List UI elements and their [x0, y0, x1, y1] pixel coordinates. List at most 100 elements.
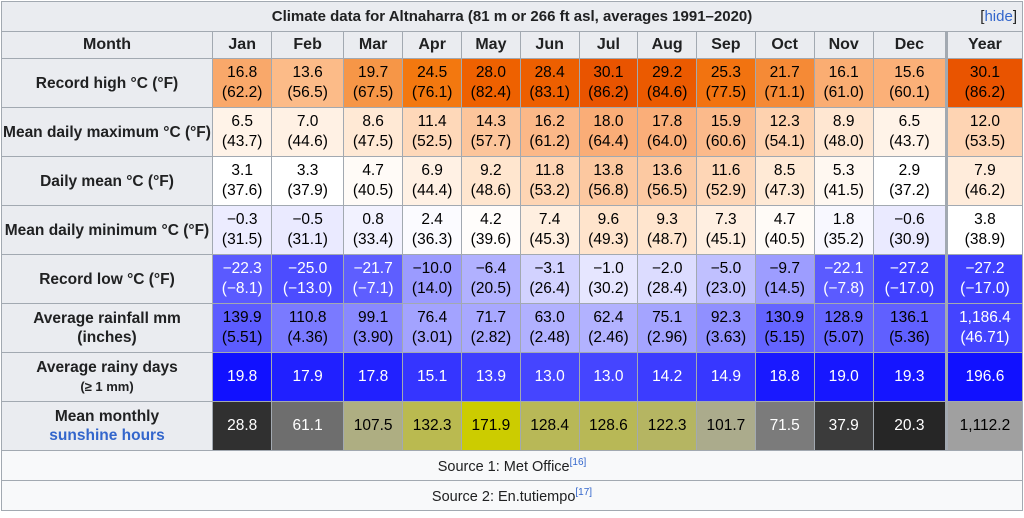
fahrenheit-value: (77.5) — [705, 84, 747, 101]
celsius-value: 3.8 — [974, 211, 996, 228]
fahrenheit-value: (30.9) — [889, 231, 930, 248]
fahrenheit-value: (37.2) — [889, 182, 930, 199]
celsius-value: 1,112.2 — [959, 417, 1011, 434]
cell-average-rainy-days-oct: 18.8 — [754, 352, 815, 402]
row-average-rainfall: Average rainfall mm (inches) 139.9 (5.51) 1… — [1, 303, 1024, 353]
fahrenheit-value: (36.3) — [411, 231, 453, 248]
cell-mean-daily-maximum-dec: 6.5 (43.7) — [872, 107, 947, 157]
table-title: Climate data for Altnaharra (81 m or 266… — [1, 1, 1023, 32]
celsius-value: 8.5 — [773, 162, 796, 179]
celsius-value: 11.6 — [711, 162, 741, 179]
fahrenheit-value: (53.2) — [529, 182, 570, 199]
cell-record-high-jul: 30.1 (86.2) — [578, 58, 639, 108]
celsius-value: 18.8 — [769, 368, 800, 385]
celsius-value: 37.9 — [828, 417, 859, 434]
fahrenheit-value: (48.6) — [470, 182, 512, 199]
cell-daily-mean-may: 9.2 (48.6) — [461, 156, 521, 206]
fahrenheit-value: (48.7) — [646, 231, 688, 248]
hide-toggle[interactable]: [hide] — [980, 8, 1017, 25]
fahrenheit-value: (31.1) — [287, 231, 328, 248]
celsius-value: 19.3 — [894, 368, 925, 385]
celsius-value: 71.5 — [769, 417, 800, 434]
celsius-value: 3.3 — [296, 162, 319, 179]
celsius-value: 4.2 — [480, 211, 502, 228]
fahrenheit-value: (52.5) — [411, 133, 453, 150]
row-label: Mean daily maximum °C (°F) — [3, 123, 211, 141]
cell-record-high-aug: 29.2 (84.6) — [637, 58, 698, 108]
fahrenheit-value: (40.5) — [352, 182, 394, 199]
cell-record-high-dec: 15.6 (60.1) — [872, 58, 947, 108]
cell-mean-daily-maximum-sep: 15.9 (60.6) — [696, 107, 756, 157]
source-1: Source 1: Met Office[16] — [1, 450, 1023, 481]
fahrenheit-value: (71.1) — [764, 84, 805, 101]
header-month: Month — [1, 31, 213, 59]
cell-average-rainy-days-may: 13.9 — [461, 352, 521, 402]
cell-mean-daily-maximum-nov: 8.9 (48.0) — [813, 107, 874, 157]
cell-record-low-mar: −21.7 (−7.1) — [342, 254, 404, 304]
cell-record-low-oct: −9.7 (14.5) — [754, 254, 815, 304]
source-reference-link[interactable]: [17] — [575, 486, 593, 498]
row-mean-monthly-sunshine: Mean monthly sunshine hours 28.8 61.1 107.5 1… — [1, 401, 1024, 451]
fahrenheit-value: (20.5) — [470, 280, 512, 297]
celsius-value: 136.1 — [889, 309, 929, 326]
celsius-value: 7.3 — [715, 211, 737, 228]
celsius-value: 9.3 — [656, 211, 678, 228]
fahrenheit-value: (2.48) — [529, 329, 570, 346]
fahrenheit-value: (2.96) — [646, 329, 688, 346]
celsius-value: 71.7 — [475, 309, 506, 326]
fahrenheit-value: (64.4) — [588, 133, 629, 150]
celsius-value: 15.9 — [710, 113, 741, 130]
header-aug: Aug — [637, 31, 698, 59]
celsius-value: −3.1 — [534, 260, 565, 277]
cell-mean-monthly-sunshine-dec: 20.3 — [872, 401, 947, 451]
cell-mean-daily-minimum-dec: −0.6 (30.9) — [872, 205, 947, 255]
cell-mean-monthly-sunshine-jul: 128.6 — [578, 401, 639, 451]
cell-average-rainy-days-apr: 15.1 — [402, 352, 463, 402]
cell-average-rainy-days-dec: 19.3 — [872, 352, 947, 402]
celsius-value: 20.3 — [894, 417, 925, 434]
cell-record-high-oct: 21.7 (71.1) — [754, 58, 815, 108]
cell-mean-monthly-sunshine-aug: 122.3 — [637, 401, 698, 451]
cell-daily-mean-aug: 13.6 (56.5) — [637, 156, 698, 206]
fahrenheit-value: (47.3) — [764, 182, 805, 199]
fahrenheit-value: (56.8) — [588, 182, 629, 199]
cell-daily-mean-dec: 2.9 (37.2) — [872, 156, 947, 206]
celsius-value: 25.3 — [710, 64, 741, 81]
cell-mean-daily-minimum-sep: 7.3 (45.1) — [696, 205, 756, 255]
celsius-value: 17.8 — [652, 113, 683, 130]
fahrenheit-value: (54.1) — [764, 133, 805, 150]
fahrenheit-value: (4.36) — [287, 329, 328, 346]
cell-average-rainy-days-jan: 19.8 — [211, 352, 273, 402]
celsius-value: 110.8 — [288, 309, 327, 326]
fahrenheit-value: (35.2) — [823, 231, 864, 248]
celsius-value: 17.9 — [292, 368, 323, 385]
fahrenheit-value: (38.9) — [964, 231, 1006, 248]
sunshine-hours-link[interactable]: sunshine hours — [49, 427, 165, 444]
cell-record-low-jul: −1.0 (30.2) — [578, 254, 639, 304]
header-may: May — [461, 31, 521, 59]
fahrenheit-value: (45.3) — [529, 231, 570, 248]
celsius-value: 18.0 — [593, 113, 624, 130]
celsius-value: −10.0 — [412, 260, 452, 277]
cell-mean-daily-minimum-may: 4.2 (39.6) — [461, 205, 521, 255]
celsius-value: 139.9 — [222, 309, 262, 326]
fahrenheit-value: (40.5) — [764, 231, 805, 248]
celsius-value: 99.1 — [358, 309, 389, 326]
celsius-value: 11.4 — [417, 113, 447, 130]
hide-link[interactable]: hide — [984, 8, 1013, 25]
header-nov: Nov — [813, 31, 874, 59]
fahrenheit-value: (5.36) — [889, 329, 930, 346]
celsius-value: 63.0 — [534, 309, 565, 326]
cell-record-high-nov: 16.1 (61.0) — [813, 58, 874, 108]
fahrenheit-value: (44.6) — [287, 133, 328, 150]
celsius-value: −6.4 — [475, 260, 507, 277]
cell-mean-monthly-sunshine-year: 1,112.2 — [944, 401, 1024, 451]
celsius-value: 7.4 — [538, 211, 561, 228]
cell-daily-mean-apr: 6.9 (44.4) — [402, 156, 463, 206]
celsius-value: 4.7 — [362, 162, 384, 179]
source-reference-link[interactable]: [16] — [569, 456, 587, 468]
fahrenheit-value: (−7.8) — [823, 280, 865, 297]
cell-average-rainfall-jul: 62.4 (2.46) — [578, 303, 639, 353]
cell-mean-monthly-sunshine-nov: 37.9 — [813, 401, 874, 451]
fahrenheit-value: (76.1) — [411, 84, 453, 101]
